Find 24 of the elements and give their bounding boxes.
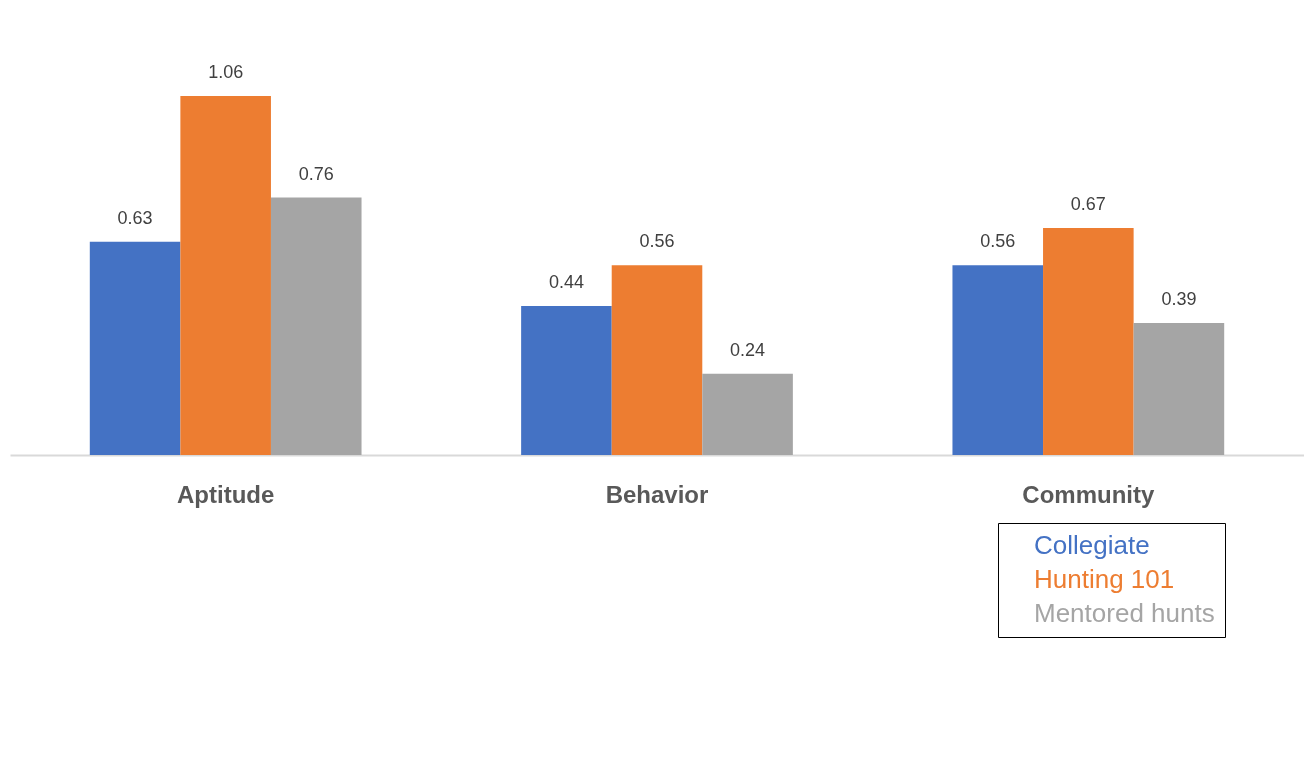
data-label: 0.76 [298, 163, 334, 184]
bar [180, 96, 271, 455]
bar [702, 373, 793, 455]
data-label: 0.44 [548, 271, 584, 292]
bar [611, 265, 703, 455]
data-label: 0.39 [1161, 288, 1197, 309]
x-tick-label: Aptitude [177, 480, 275, 508]
bar [521, 305, 612, 455]
bar [1133, 322, 1225, 455]
bar [270, 197, 362, 455]
x-tick-label: Behavior [605, 480, 709, 508]
data-label: 0.67 [1070, 194, 1106, 215]
text: Collegiate [1034, 530, 1150, 560]
data-label: 0.24 [730, 339, 766, 360]
bar [1043, 228, 1134, 455]
data-label: 0.56 [980, 231, 1016, 252]
text: Hunting 101 [1034, 564, 1175, 594]
x-tick-label: Community [1022, 480, 1155, 508]
text: Mentored hunts [1034, 598, 1215, 628]
data-label: 1.06 [208, 62, 244, 82]
bar [89, 241, 181, 455]
bar [952, 265, 1044, 455]
data-label: 0.56 [639, 231, 675, 252]
data-label: 0.63 [117, 207, 153, 228]
